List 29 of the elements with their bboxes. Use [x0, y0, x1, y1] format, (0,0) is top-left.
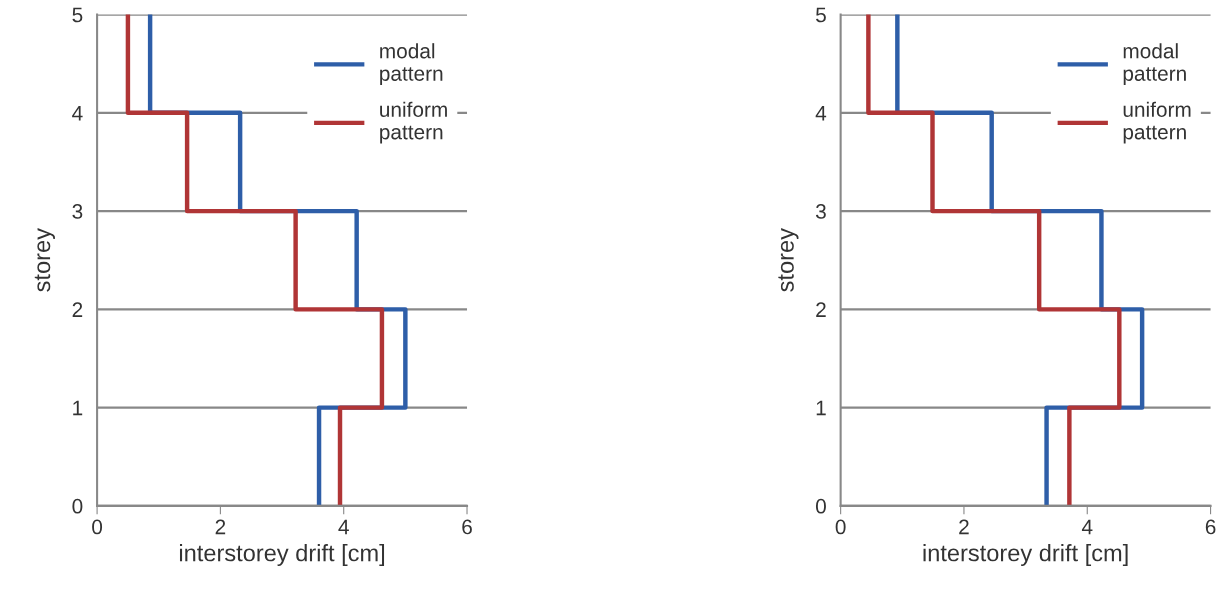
y-axis-title: storey	[34, 228, 55, 292]
y-tick-label: 0	[815, 498, 826, 514]
legend-label: modal pattern	[1123, 43, 1186, 86]
legend-label: modal pattern	[380, 43, 443, 86]
y-tick-label: 3	[72, 204, 83, 219]
x-tick-label: 2	[959, 519, 969, 535]
x-tick-label: 2	[215, 519, 226, 535]
y-tick-label: 0	[72, 498, 83, 514]
y-tick-label: 2	[816, 302, 826, 317]
y-tick-label: 5	[72, 7, 83, 23]
y-tick-label: 5	[816, 7, 826, 23]
x-axis-title: interstorey drift [cm]	[923, 544, 1128, 567]
y-tick-label: 4	[815, 106, 827, 121]
y-tick-label: 3	[815, 204, 826, 219]
y-tick-label: 1	[816, 400, 826, 416]
x-tick-label: 4	[1081, 519, 1093, 535]
x-axis-title: interstorey drift [cm]	[179, 544, 385, 567]
x-tick-label: 0	[92, 519, 103, 535]
x-tick-label: 0	[835, 519, 846, 535]
legend-label: uniform pattern	[1123, 101, 1191, 144]
y-tick-label: 4	[72, 106, 83, 121]
legend-label: uniform pattern	[380, 101, 447, 144]
x-tick-label: 6	[462, 519, 472, 535]
y-tick-label: 2	[72, 302, 83, 317]
x-tick-label: 6	[1205, 519, 1216, 535]
line-series	[866, 14, 1122, 506]
y-axis-title: storey	[778, 228, 799, 292]
y-tick-label: 1	[73, 400, 83, 416]
x-tick-label: 4	[338, 519, 349, 535]
